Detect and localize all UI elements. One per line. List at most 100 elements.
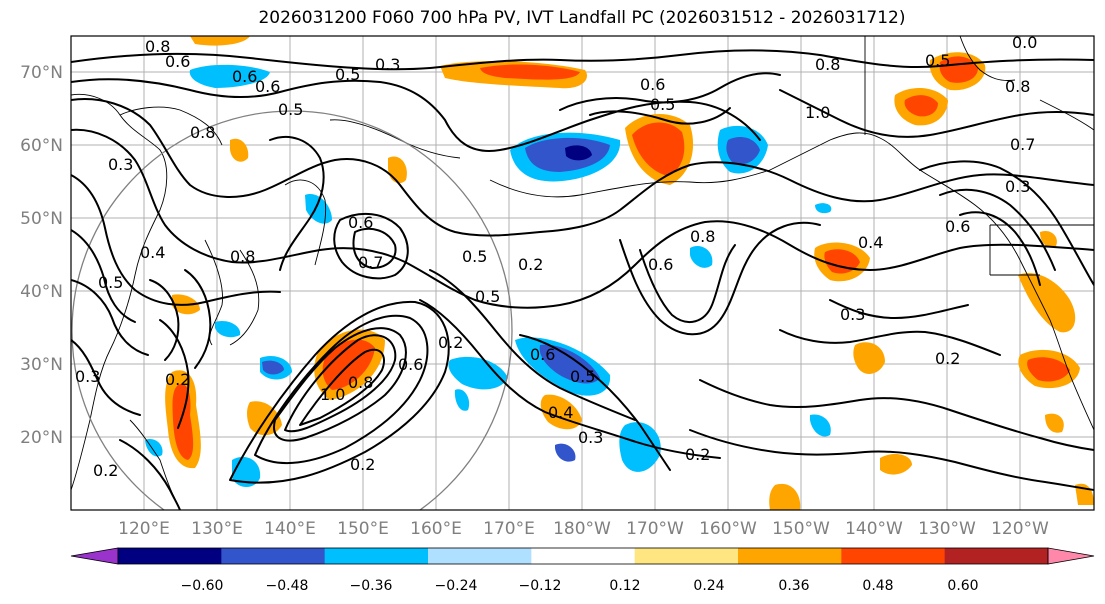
lon-label-160e: 160°E bbox=[410, 519, 462, 539]
lon-label-120e: 120°E bbox=[118, 519, 170, 539]
colorbar-segment bbox=[634, 548, 739, 564]
svg-text:0.6: 0.6 bbox=[640, 75, 665, 94]
lat-label-40: 40°N bbox=[20, 282, 63, 302]
colorbar-extend-high bbox=[1047, 547, 1095, 565]
svg-text:0.5: 0.5 bbox=[335, 65, 360, 84]
svg-text:0.5: 0.5 bbox=[278, 100, 303, 119]
svg-text:0.6: 0.6 bbox=[348, 213, 373, 232]
svg-text:0.3: 0.3 bbox=[375, 55, 400, 74]
lat-label-70: 70°N bbox=[20, 63, 63, 83]
lat-label-30: 30°N bbox=[20, 355, 63, 375]
svg-text:0.5: 0.5 bbox=[650, 95, 675, 114]
lon-label-120w: 120°W bbox=[991, 519, 1049, 539]
colorbar-tick-label: 0.48 bbox=[862, 578, 893, 594]
colorbar-tick-label: −0.36 bbox=[350, 578, 393, 594]
svg-text:1.0: 1.0 bbox=[805, 103, 830, 122]
pv-contours bbox=[71, 49, 1094, 510]
svg-text:0.3: 0.3 bbox=[108, 155, 133, 174]
svg-text:0.0: 0.0 bbox=[1012, 33, 1037, 52]
svg-text:0.5: 0.5 bbox=[98, 273, 123, 292]
shading-layer bbox=[145, 36, 1094, 510]
lon-label-180w: 180°W bbox=[553, 519, 611, 539]
svg-text:0.8: 0.8 bbox=[145, 37, 170, 56]
svg-text:0.4: 0.4 bbox=[140, 243, 165, 262]
longitude-labels: 120°E 130°E 140°E 150°E 160°E 170°E 180°… bbox=[118, 519, 1049, 539]
svg-text:0.6: 0.6 bbox=[232, 67, 257, 86]
colorbar-tick-label: −0.48 bbox=[266, 578, 309, 594]
svg-text:0.6: 0.6 bbox=[648, 255, 673, 274]
plot-frame bbox=[70, 35, 1095, 511]
range-circle bbox=[71, 110, 513, 510]
svg-text:0.8: 0.8 bbox=[348, 373, 373, 392]
svg-text:0.5: 0.5 bbox=[475, 287, 500, 306]
svg-text:0.8: 0.8 bbox=[230, 247, 255, 266]
svg-text:0.7: 0.7 bbox=[358, 253, 383, 272]
lon-label-170e: 170°E bbox=[483, 519, 535, 539]
colorbar-segment bbox=[221, 548, 326, 564]
negative-anomaly bbox=[145, 64, 832, 487]
lon-label-170w: 170°W bbox=[626, 519, 684, 539]
colorbar-frame bbox=[117, 547, 1049, 565]
svg-text:0.3: 0.3 bbox=[75, 367, 100, 386]
svg-text:0.6: 0.6 bbox=[945, 217, 970, 236]
svg-text:0.3: 0.3 bbox=[1005, 177, 1030, 196]
colorbar-tick-label: −0.12 bbox=[519, 578, 562, 594]
svg-text:0.2: 0.2 bbox=[518, 255, 543, 274]
colorbar-tick-label: −0.24 bbox=[435, 578, 478, 594]
colorbar-segment bbox=[738, 548, 842, 564]
svg-text:0.2: 0.2 bbox=[935, 349, 960, 368]
colorbar-segment bbox=[841, 548, 946, 564]
lat-label-20: 20°N bbox=[20, 428, 63, 448]
colorbar-segment bbox=[428, 548, 532, 564]
colorbar-segment bbox=[118, 548, 222, 564]
svg-text:0.5: 0.5 bbox=[925, 51, 950, 70]
lon-label-160w: 160°W bbox=[699, 519, 757, 539]
svg-text:0.5: 0.5 bbox=[570, 367, 595, 386]
lat-label-50: 50°N bbox=[20, 209, 63, 229]
colorbar bbox=[70, 547, 1095, 565]
colorbar-segment bbox=[531, 548, 636, 564]
colorbar-extend-low bbox=[70, 547, 119, 565]
colorbar-tick-label: 0.36 bbox=[778, 578, 809, 594]
svg-text:0.8: 0.8 bbox=[190, 123, 215, 142]
svg-text:0.7: 0.7 bbox=[1010, 135, 1035, 154]
colorbar-segment bbox=[944, 548, 1049, 564]
svg-text:0.6: 0.6 bbox=[255, 77, 280, 96]
svg-text:0.2: 0.2 bbox=[93, 461, 118, 480]
svg-text:0.4: 0.4 bbox=[548, 403, 573, 422]
plot-title: 2026031200 F060 700 hPa PV, IVT Landfall… bbox=[258, 8, 906, 28]
svg-text:0.8: 0.8 bbox=[690, 227, 715, 246]
contour-labels: 0.8 0.6 0.6 0.3 0.5 0.6 0.5 0.8 0.3 0.4 … bbox=[75, 33, 1037, 480]
svg-text:0.2: 0.2 bbox=[438, 333, 463, 352]
svg-text:0.5: 0.5 bbox=[462, 247, 487, 266]
colorbar-tick-label: 0.24 bbox=[693, 578, 724, 594]
lon-label-130e: 130°E bbox=[191, 519, 243, 539]
positive-anomaly bbox=[165, 36, 1094, 510]
svg-text:0.8: 0.8 bbox=[1005, 77, 1030, 96]
svg-text:0.8: 0.8 bbox=[815, 55, 840, 74]
lon-label-150w: 150°W bbox=[772, 519, 830, 539]
svg-text:0.6: 0.6 bbox=[530, 345, 555, 364]
latitude-labels: 70°N 60°N 50°N 40°N 30°N 20°N bbox=[20, 63, 63, 448]
colorbar-segment bbox=[324, 548, 429, 564]
map-layers: 0.8 0.6 0.6 0.3 0.5 0.6 0.5 0.8 0.3 0.4 … bbox=[71, 33, 1094, 510]
lon-label-140e: 140°E bbox=[264, 519, 316, 539]
svg-text:0.2: 0.2 bbox=[350, 455, 375, 474]
lon-label-150e: 150°E bbox=[337, 519, 389, 539]
lat-label-60: 60°N bbox=[20, 136, 63, 156]
lon-label-130w: 130°W bbox=[918, 519, 976, 539]
svg-text:0.2: 0.2 bbox=[685, 445, 710, 464]
colorbar-tick-label: 0.60 bbox=[947, 578, 978, 594]
svg-text:0.3: 0.3 bbox=[578, 428, 603, 447]
svg-text:0.4: 0.4 bbox=[858, 233, 883, 252]
lon-label-140w: 140°W bbox=[845, 519, 903, 539]
colorbar-tick-label: 0.12 bbox=[609, 578, 640, 594]
svg-text:0.3: 0.3 bbox=[840, 305, 865, 324]
svg-text:0.6: 0.6 bbox=[398, 355, 423, 374]
svg-text:0.2: 0.2 bbox=[165, 370, 190, 389]
svg-text:0.6: 0.6 bbox=[165, 52, 190, 71]
colorbar-tick-label: −0.60 bbox=[181, 578, 224, 594]
colorbar-ticks: −0.60 −0.48 −0.36 −0.24 −0.12 0.12 0.24 … bbox=[181, 578, 979, 594]
svg-text:1.0: 1.0 bbox=[320, 385, 345, 404]
